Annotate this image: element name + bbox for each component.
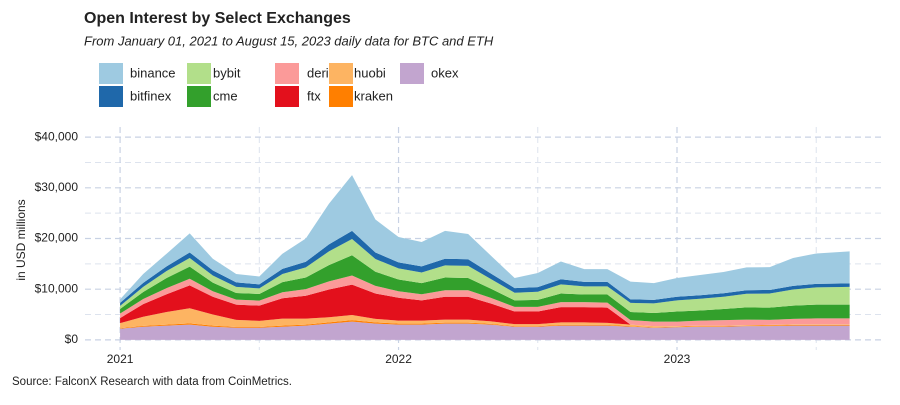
legend-label: kraken <box>354 88 393 103</box>
area <box>120 321 850 340</box>
legend-label: cme <box>213 88 238 103</box>
y-tick-label: $40,000 <box>35 129 79 143</box>
legend-label: binance <box>130 65 176 80</box>
y-tick-label: $0 <box>65 332 79 346</box>
source-note: Source: FalconX Research with data from … <box>12 376 292 388</box>
legend-swatch <box>329 86 353 107</box>
legend-label: bybit <box>213 65 241 80</box>
legend-label: huobi <box>354 65 386 80</box>
legend-swatch <box>99 63 123 84</box>
legend-label: okex <box>431 65 459 80</box>
area <box>120 308 850 329</box>
legend-swatch <box>187 86 211 107</box>
legend-swatch <box>329 63 353 84</box>
legend-label: ftx <box>307 88 321 103</box>
legend-label: bitfinex <box>130 88 172 103</box>
legend-swatch <box>187 63 211 84</box>
y-tick-label: $30,000 <box>35 180 79 194</box>
legend-swatch <box>275 86 299 107</box>
y-tick-label: $10,000 <box>35 281 79 295</box>
area <box>120 275 850 327</box>
y-tick-label: $20,000 <box>35 231 79 245</box>
x-tick-label: 2023 <box>664 352 691 366</box>
legend: binancebitfinexbybitcmederibitftxhuobikr… <box>99 63 459 107</box>
axes: $0 $10,000 $20,000 $30,000 $40,000 2021 2022 20… <box>35 129 691 366</box>
legend-swatch <box>99 86 123 107</box>
area <box>120 255 850 322</box>
x-tick-label: 2022 <box>385 352 412 366</box>
x-tick-label: 2021 <box>107 352 134 366</box>
y-axis-label: in USD millions <box>14 199 28 280</box>
areas <box>120 175 850 340</box>
chart-subtitle: From January 01, 2021 to August 15, 2023… <box>84 33 494 48</box>
chart-title: Open Interest by Select Exchanges <box>84 10 351 27</box>
legend-swatch <box>275 63 299 84</box>
area <box>120 284 850 327</box>
area <box>120 239 850 313</box>
legend-swatch <box>400 63 424 84</box>
